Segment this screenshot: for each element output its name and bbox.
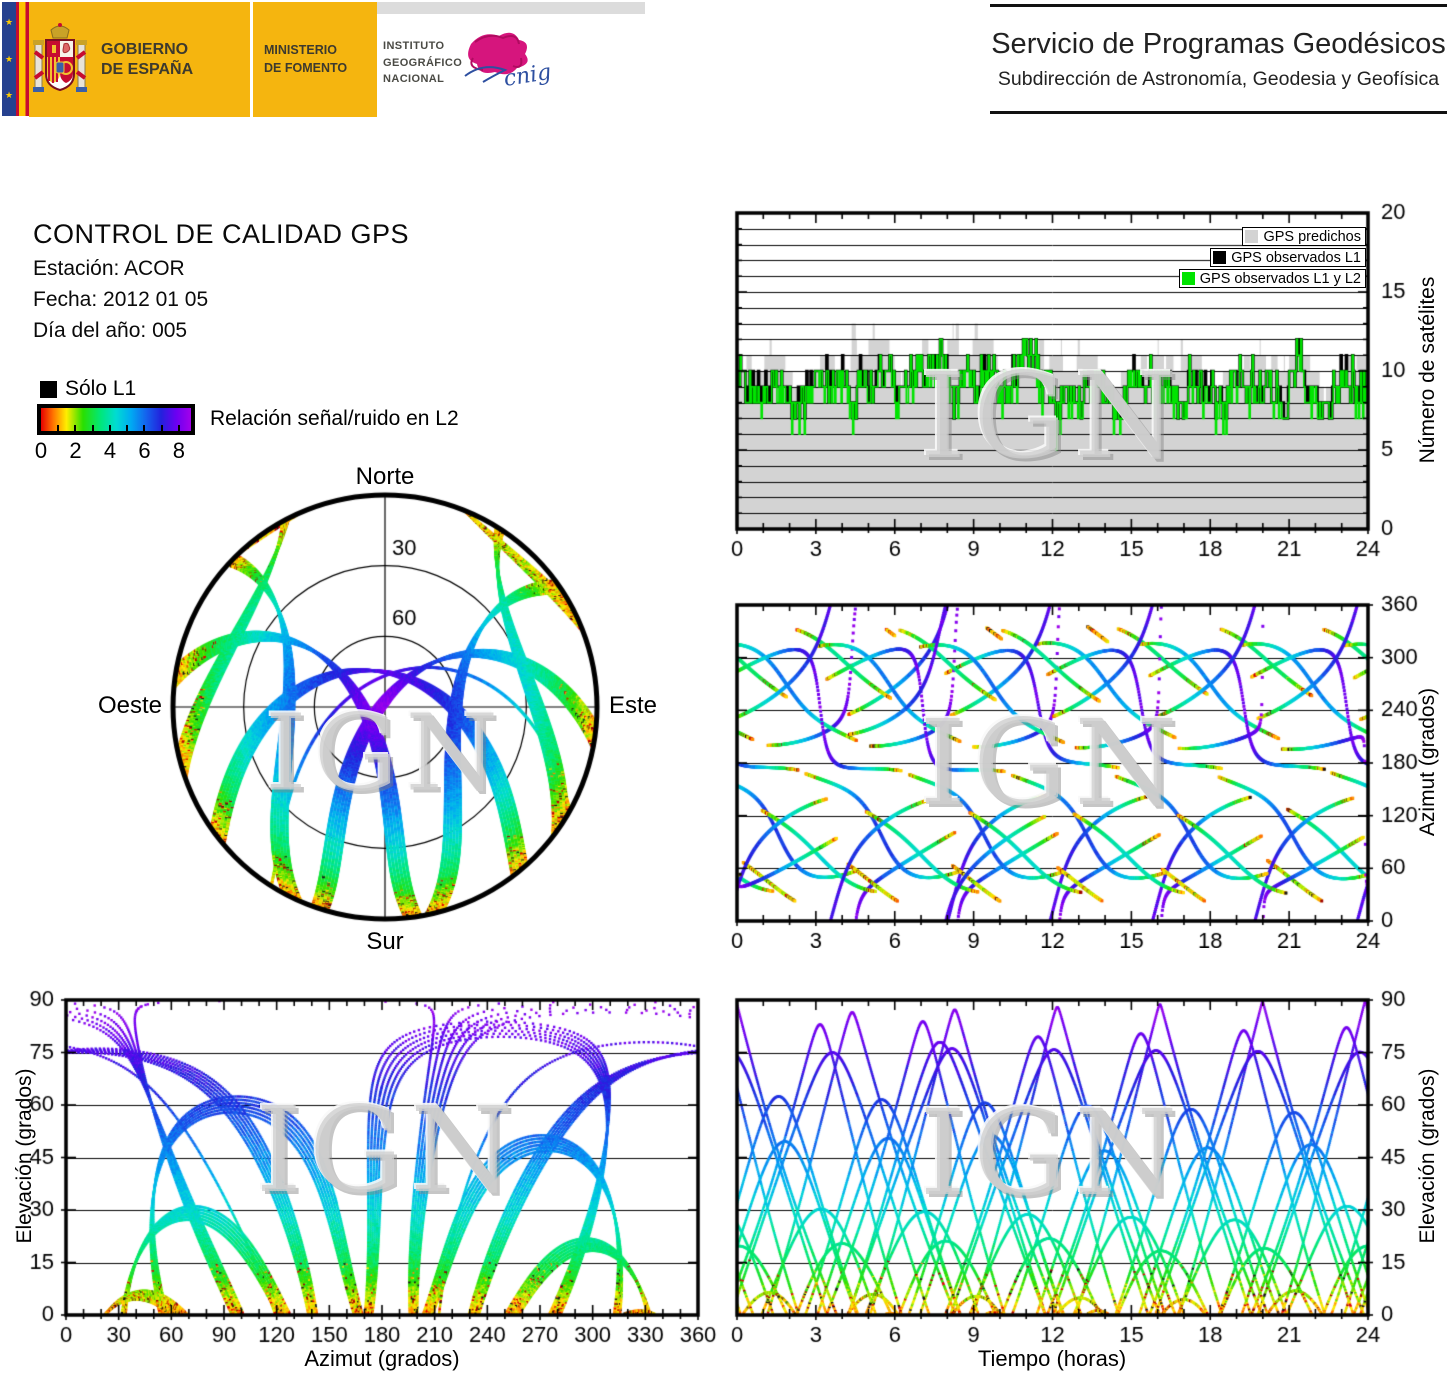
gobierno-label: GOBIERNO DE ESPAÑA <box>101 40 193 80</box>
x-axis-title-time: Tiempo (horas) <box>977 1346 1127 1371</box>
colorbar-tick <box>177 425 180 431</box>
observed-l1-label: GPS observados L1 <box>1231 249 1361 266</box>
gobierno-line1: GOBIERNO <box>101 40 189 58</box>
satellite-count-legend: GPS predichos GPS observados L1 GPS obse… <box>1178 227 1366 288</box>
colorbar-tick <box>160 425 163 431</box>
station-line: Estación: ACOR <box>33 257 185 280</box>
colorbar-tick <box>108 425 111 431</box>
gobierno-logo: GOBIERNO DE ESPAÑA <box>29 2 250 117</box>
solo-l1-legend: Sólo L1 <box>40 377 136 401</box>
eu-star-icon: ★ <box>4 17 14 27</box>
colorbar-tick-label: 4 <box>103 438 117 463</box>
compass-east-label: Este <box>608 692 658 719</box>
colorbar-tick <box>126 425 129 431</box>
colorbar-tick <box>74 425 77 431</box>
y-axis-title-satellite-count: Número de satélites <box>1416 276 1439 464</box>
instituto-line1: INSTITUTO <box>383 40 445 52</box>
legend-row-predicted: GPS predichos <box>1242 227 1366 246</box>
elevation-time-chart-canvas <box>690 983 1447 1373</box>
legend-row-observed-l1: GPS observados L1 <box>1210 248 1366 267</box>
ministerio-logo: MINISTERIO DE FOMENTO <box>253 2 377 117</box>
sky-plot-canvas <box>130 450 650 975</box>
elevation-azimuth-chart-canvas <box>20 983 720 1373</box>
eu-star-icon: ★ <box>4 90 14 100</box>
ministerio-line2: DE FOMENTO <box>264 60 348 75</box>
service-header: Servicio de Programas Geodésicos Subdire… <box>990 4 1447 114</box>
colorbar-tick <box>143 425 146 431</box>
compass-south-label: Sur <box>366 928 404 955</box>
eu-star-icon: ★ <box>4 53 14 64</box>
compass-west-label: Oeste <box>97 692 163 719</box>
colorbar-label: Relación señal/ruido en L2 <box>210 407 459 430</box>
colorbar-tick <box>91 425 94 431</box>
colorbar-tick-label: 0 <box>34 438 48 463</box>
ministerio-label: MINISTERIO DE FOMENTO <box>264 42 347 77</box>
colorbar-tick <box>57 425 60 431</box>
observed-l1l2-swatch <box>1181 272 1195 285</box>
eu-flag-icon: ★ ★ ★ <box>2 2 16 116</box>
date-line: Fecha: 2012 01 05 <box>33 288 209 311</box>
colorbar-tick-label: 2 <box>69 438 82 463</box>
service-subtitle: Subdirección de Astronomía, Geodesia y G… <box>997 67 1440 90</box>
solo-l1-label: Sólo L1 <box>65 377 137 400</box>
service-title: Servicio de Programas Geodésicos <box>991 27 1446 60</box>
azimuth-time-chart-canvas <box>690 588 1447 948</box>
snr-colorbar <box>37 404 195 435</box>
y-axis-title-elevation-right: Elevación (grados) <box>1416 1068 1439 1244</box>
legend-row-observed-l1l2: GPS observados L1 y L2 <box>1178 269 1366 288</box>
y-axis-title-elevation-left: Elevación (grados) <box>13 1068 36 1244</box>
colorbar-tick-label: 6 <box>138 438 151 463</box>
predicted-label: GPS predichos <box>1263 228 1361 245</box>
doy-line: Día del año: 005 <box>33 319 188 342</box>
coat-of-arms-icon <box>33 22 87 92</box>
compass-north-label: Norte <box>355 463 415 490</box>
page-title: CONTROL DE CALIDAD GPS <box>33 219 410 249</box>
y-axis-title-azimuth: Azimut (grados) <box>1416 687 1439 837</box>
gobierno-line2: DE ESPAÑA <box>101 60 194 78</box>
observed-l1-swatch <box>1213 251 1227 264</box>
predicted-swatch <box>1245 230 1259 243</box>
ministerio-line1: MINISTERIO <box>264 43 337 57</box>
header-gray-strip <box>377 2 645 14</box>
instituto-line2: GEOGRÁFICO <box>383 56 463 69</box>
colorbar-tick-label: 8 <box>172 438 186 463</box>
cnig-logo-icon: cnig <box>464 32 553 92</box>
instituto-line3: NACIONAL <box>383 73 445 85</box>
solo-l1-swatch <box>40 380 57 398</box>
instituto-label: INSTITUTO GEOGRÁFICO NACIONAL <box>383 38 462 88</box>
spain-flag-icon <box>16 2 29 116</box>
ign-cnig-block: INSTITUTO GEOGRÁFICO NACIONAL cnig <box>377 2 645 117</box>
observed-l1l2-label: GPS observados L1 y L2 <box>1199 270 1361 287</box>
x-axis-title-azimuth: Azimut (grados) <box>304 1346 460 1371</box>
